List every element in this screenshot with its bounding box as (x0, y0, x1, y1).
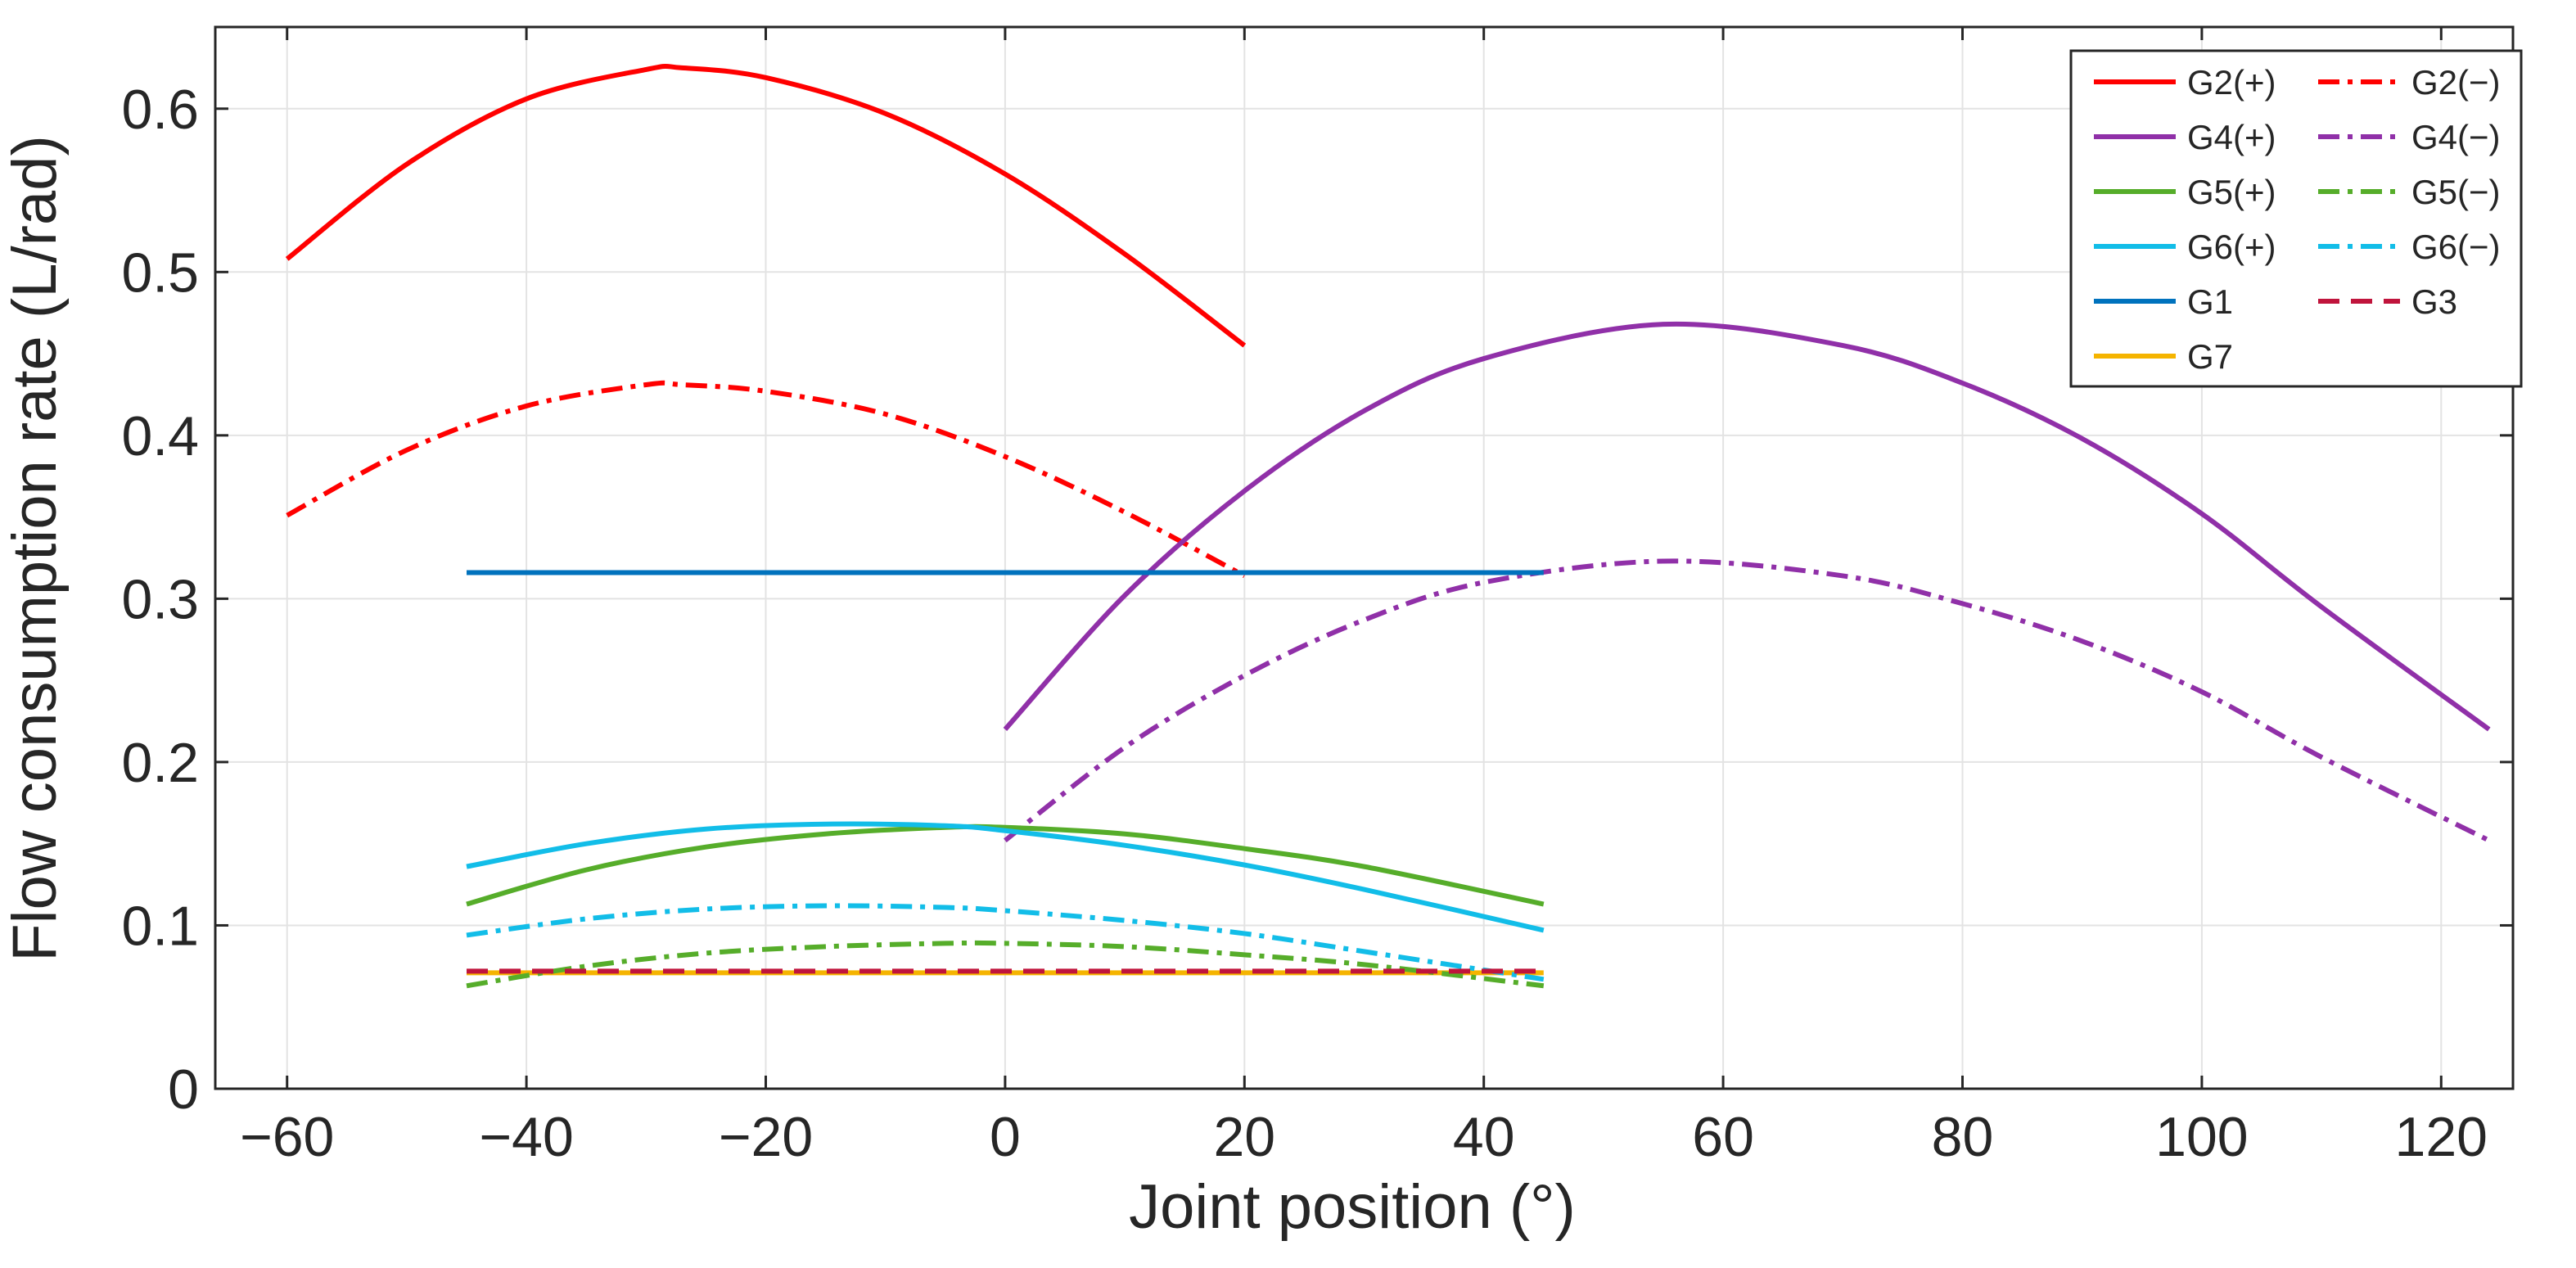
series-line-g2-minus (286, 380, 1246, 579)
x-axis-label: Joint position (°) (1129, 1172, 1576, 1242)
plot-frame (214, 25, 2515, 1090)
series-lines (285, 63, 2491, 989)
legend-label-g7: G7 (2187, 337, 2233, 376)
y-tick-label-3: 0.3 (121, 568, 199, 630)
y-tick-label-1: 0.1 (121, 895, 199, 957)
series-line-g4-plus (1003, 321, 2491, 732)
legend-label-g6-minus: G6(−) (2411, 228, 2501, 266)
legend: G2(+) G2(−) G4(+) G4(−) G5(+) G5(−) G6(+) G6(−)… (2069, 49, 2523, 388)
legend-label-g1: G1 (2187, 282, 2233, 321)
x-tick-label-7: 80 (1932, 1106, 1994, 1168)
y-tick-label-0: 0 (168, 1058, 199, 1121)
x-tick-label-3: 0 (990, 1106, 1021, 1168)
x-tick-label-9: 120 (2395, 1106, 2488, 1168)
series-line-g5-minus (466, 940, 1545, 989)
legend-label-g4-minus: G4(−) (2411, 118, 2501, 156)
tick-labels: −60 −40 −20 0 20 40 60 80 100 120 0 0.1 0.2 0.3 0.4 0.5… (121, 79, 2488, 1168)
legend-label-g3: G3 (2411, 282, 2457, 321)
x-tick-label-4: 20 (1213, 1106, 1275, 1168)
x-tick-label-8: 100 (2155, 1106, 2248, 1168)
series-line-g2-plus (285, 63, 1247, 348)
legend-label-g2-minus: G2(−) (2411, 63, 2501, 102)
legend-label-g2-plus: G2(+) (2187, 63, 2276, 102)
legend-label-g6-plus: G6(+) (2187, 228, 2276, 266)
x-tick-label-6: 60 (1692, 1106, 1754, 1168)
series-line-g6-plus (466, 821, 1545, 933)
legend-label-g4-plus: G4(+) (2187, 118, 2276, 156)
x-tick-label-0: −60 (240, 1106, 334, 1168)
legend-label-g5-plus: G5(+) (2187, 173, 2276, 211)
x-tick-label-5: 40 (1453, 1106, 1515, 1168)
x-tick-label-2: −20 (719, 1106, 813, 1168)
series-line-g4-minus (1004, 558, 2491, 843)
y-tick-label-5: 0.5 (121, 241, 199, 304)
series-line-g6-minus (466, 903, 1545, 982)
legend-box (2069, 49, 2523, 388)
legend-label-g5-minus: G5(−) (2411, 173, 2501, 211)
y-tick-label-2: 0.2 (121, 732, 199, 794)
x-tick-label-1: −40 (479, 1106, 573, 1168)
y-tick-label-4: 0.4 (121, 405, 199, 467)
y-axis-label: Flow consumption rate (L/rad) (0, 135, 70, 962)
y-tick-label-6: 0.6 (121, 79, 199, 141)
